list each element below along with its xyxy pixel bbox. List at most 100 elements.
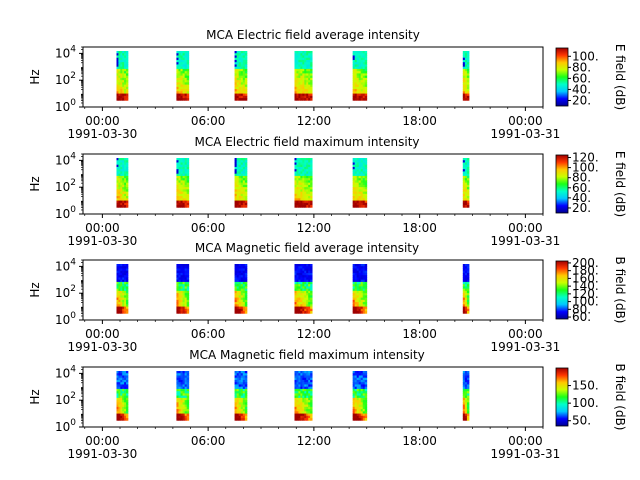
y-axis-label: Hz — [28, 176, 42, 191]
colorbar-label: E field (dB) — [613, 44, 627, 110]
colorbar-label: B field (dB) — [613, 364, 627, 431]
y-tick-label: 104 — [55, 151, 76, 167]
colorbar-tick-label: 100. — [572, 161, 599, 175]
colorbar-tick-label: 80. — [572, 60, 591, 74]
colorbar-tick-label: 50. — [572, 414, 591, 428]
x-tick-label: 18:00 — [402, 221, 437, 235]
panel-title: MCA Electric field average intensity — [206, 28, 420, 42]
spectrogram-burst — [176, 371, 190, 421]
colorbar-tick-label: 60. — [572, 71, 591, 85]
colorbar-tick-label: 80. — [572, 171, 591, 185]
spectrogram-burst — [294, 264, 313, 314]
panel-title: MCA Magnetic field maximum intensity — [189, 348, 425, 362]
x-date-label: 1991-03-31 — [491, 340, 561, 354]
x-tick-label: 12:00 — [297, 434, 332, 448]
x-tick-label: 06:00 — [191, 434, 226, 448]
spectrogram-burst — [294, 158, 313, 208]
spectrogram-burst — [352, 371, 368, 421]
colorbar-tick-label: 20. — [572, 201, 591, 215]
y-tick-label: 104 — [55, 364, 76, 380]
x-tick-label: 00:00 — [85, 221, 120, 235]
panel-title: MCA Electric field maximum intensity — [194, 135, 419, 149]
colorbar-tick-label: 60. — [572, 310, 591, 324]
colorbar-tick-label: 100. — [572, 295, 599, 309]
x-tick-label: 00:00 — [508, 221, 543, 235]
x-date-label: 1991-03-31 — [491, 447, 561, 461]
panel-4: MCA Magnetic field maximum intensity 100 1… — [28, 348, 627, 461]
y-tick-label: 100 — [55, 205, 76, 221]
x-date-label: 1991-03-31 — [491, 127, 561, 141]
y-tick-label: 102 — [55, 391, 76, 407]
x-date-label: 1991-03-30 — [68, 127, 138, 141]
panel-title: MCA Magnetic field average intensity — [195, 241, 419, 255]
spectrogram-burst — [462, 371, 470, 421]
y-tick-label: 100 — [55, 98, 76, 114]
spectrogram-burst — [294, 51, 313, 101]
colorbar-tick-label: 160. — [572, 271, 599, 285]
colorbar-tick-label: 180. — [572, 264, 599, 278]
colorbar — [555, 260, 569, 320]
spectrogram-burst — [352, 264, 368, 314]
x-tick-label: 06:00 — [191, 327, 226, 341]
y-tick-label: 102 — [55, 71, 76, 87]
colorbar-tick-label: 200. — [572, 256, 599, 270]
spectrogram-burst — [234, 371, 248, 421]
x-tick-label: 00:00 — [85, 434, 120, 448]
panel-2: MCA Electric field maximum intensity 100 1… — [28, 135, 627, 248]
x-tick-label: 00:00 — [85, 114, 120, 128]
x-tick-label: 00:00 — [508, 327, 543, 341]
x-tick-label: 18:00 — [402, 327, 437, 341]
y-tick-label: 104 — [55, 257, 76, 273]
x-date-label: 1991-03-31 — [491, 234, 561, 248]
colorbar — [555, 47, 569, 107]
y-tick-label: 104 — [55, 44, 76, 60]
plot-area — [82, 366, 544, 428]
colorbar-tick-label: 40. — [572, 191, 591, 205]
colorbar-tick-label: 150. — [572, 379, 599, 393]
x-tick-label: 06:00 — [191, 221, 226, 235]
spectrogram-burst — [294, 371, 313, 421]
spectrogram-burst — [116, 158, 129, 208]
spectrogram-burst — [462, 51, 470, 101]
x-tick-label: 00:00 — [508, 114, 543, 128]
spectrogram-burst — [176, 264, 190, 314]
colorbar-tick-label: 80. — [572, 302, 591, 316]
x-tick-label: 06:00 — [191, 114, 226, 128]
spectrogram-burst — [176, 158, 190, 208]
spectrogram-burst — [234, 51, 248, 101]
spectrogram-burst — [176, 51, 190, 101]
spectrogram-burst — [234, 264, 248, 314]
colorbar-tick-label: 100. — [572, 49, 599, 63]
x-tick-label: 12:00 — [297, 221, 332, 235]
x-date-label: 1991-03-30 — [68, 234, 138, 248]
spectrogram-burst — [352, 51, 368, 101]
x-tick-label: 00:00 — [85, 327, 120, 341]
colorbar-label: E field (dB) — [613, 151, 627, 217]
y-axis-label: Hz — [28, 389, 42, 404]
x-tick-label: 12:00 — [297, 327, 332, 341]
x-tick-label: 18:00 — [402, 114, 437, 128]
spectrogram-burst — [116, 264, 129, 314]
colorbar-tick-label: 140. — [572, 279, 599, 293]
spectrogram-burst — [352, 158, 368, 208]
panel-1: MCA Electric field average intensity 100 1… — [28, 28, 627, 141]
x-tick-label: 18:00 — [402, 434, 437, 448]
x-date-label: 1991-03-30 — [68, 447, 138, 461]
colorbar-tick-label: 100. — [572, 396, 599, 410]
y-tick-label: 102 — [55, 284, 76, 300]
spectrogram-burst — [462, 158, 470, 208]
y-tick-label: 102 — [55, 178, 76, 194]
colorbar-tick-label: 120. — [572, 287, 599, 301]
colorbar-tick-label: 60. — [572, 181, 591, 195]
x-tick-label: 12:00 — [297, 114, 332, 128]
panel-3: MCA Magnetic field average intensity 100 1… — [28, 241, 627, 354]
colorbar-label: B field (dB) — [613, 257, 627, 324]
x-tick-label: 00:00 — [508, 434, 543, 448]
colorbar-tick-label: 120. — [572, 151, 599, 165]
y-axis-label: Hz — [28, 282, 42, 297]
colorbar — [555, 154, 569, 214]
spectrogram-burst — [116, 371, 129, 421]
y-tick-label: 100 — [55, 311, 76, 327]
spectrogram-burst — [234, 158, 248, 208]
plot-area — [82, 46, 544, 108]
